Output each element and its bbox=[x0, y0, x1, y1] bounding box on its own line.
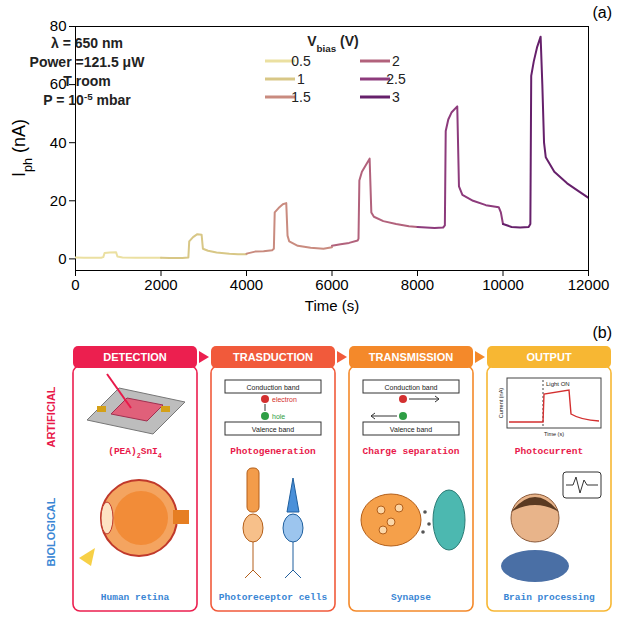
svg-text:0: 0 bbox=[58, 250, 66, 267]
svg-text:Charge separation: Charge separation bbox=[363, 446, 460, 457]
svg-text:4000: 4000 bbox=[230, 276, 263, 293]
svg-text:0.5: 0.5 bbox=[291, 53, 311, 69]
svg-text:Photoreceptor cells: Photoreceptor cells bbox=[219, 592, 328, 603]
svg-text:2: 2 bbox=[392, 53, 400, 69]
svg-text:12000: 12000 bbox=[568, 276, 610, 293]
svg-text:TRANSMISSION: TRANSMISSION bbox=[369, 351, 453, 363]
svg-text:Power =121.5 μW: Power =121.5 μW bbox=[30, 54, 146, 70]
svg-text:2.5: 2.5 bbox=[386, 71, 406, 87]
svg-text:6000: 6000 bbox=[315, 276, 348, 293]
svg-text:Conduction band: Conduction band bbox=[385, 384, 438, 391]
svg-text:λ = 650 nm: λ = 650 nm bbox=[51, 35, 123, 51]
svg-text:1: 1 bbox=[297, 71, 305, 87]
svg-text:DETECTION: DETECTION bbox=[103, 351, 167, 363]
svg-text:BIOLOGICAL: BIOLOGICAL bbox=[45, 497, 57, 566]
svg-text:ARTIFICIAL: ARTIFICIAL bbox=[45, 386, 57, 447]
svg-text:Synapse: Synapse bbox=[391, 592, 431, 603]
svg-text:60: 60 bbox=[49, 75, 67, 93]
svg-text:10000: 10000 bbox=[482, 276, 524, 293]
svg-text:Light ON: Light ON bbox=[546, 381, 570, 387]
svg-text:Time (s): Time (s) bbox=[544, 431, 564, 437]
svg-text:Photogeneration: Photogeneration bbox=[230, 446, 316, 457]
svg-text:8000: 8000 bbox=[401, 276, 434, 293]
svg-text:(a): (a) bbox=[592, 4, 612, 21]
svg-text:Photocurrent: Photocurrent bbox=[515, 446, 583, 457]
svg-text:Iph (nA): Iph (nA) bbox=[9, 119, 35, 177]
svg-text:Brain processing: Brain processing bbox=[503, 592, 595, 603]
svg-text:1.5: 1.5 bbox=[291, 89, 311, 105]
svg-text:Time (s): Time (s) bbox=[305, 297, 359, 314]
svg-text:Conduction band: Conduction band bbox=[247, 384, 300, 391]
svg-text:40: 40 bbox=[50, 133, 67, 150]
svg-text:(b): (b) bbox=[592, 324, 612, 341]
svg-text:2000: 2000 bbox=[144, 276, 177, 293]
svg-text:Valence band: Valence band bbox=[390, 426, 432, 433]
svg-text:Current (nA): Current (nA) bbox=[498, 388, 504, 418]
svg-text:3: 3 bbox=[392, 89, 400, 105]
svg-text:hole: hole bbox=[272, 413, 285, 420]
svg-text:Valence band: Valence band bbox=[252, 426, 294, 433]
svg-text:Vbias (V): Vbias (V) bbox=[307, 33, 359, 54]
svg-text:T room: T room bbox=[63, 73, 110, 89]
svg-text:TRASDUCTION: TRASDUCTION bbox=[233, 351, 313, 363]
svg-text:OUTPUT: OUTPUT bbox=[526, 351, 572, 363]
svg-text:(PEA)2SnI4: (PEA)2SnI4 bbox=[108, 446, 162, 460]
svg-text:electron: electron bbox=[272, 396, 297, 403]
svg-text:P = 10-5 mbar: P = 10-5 mbar bbox=[43, 91, 131, 109]
svg-text:20: 20 bbox=[50, 192, 67, 209]
svg-text:0: 0 bbox=[71, 276, 79, 293]
svg-text:80: 80 bbox=[50, 17, 67, 34]
svg-text:Human retina: Human retina bbox=[101, 592, 170, 603]
